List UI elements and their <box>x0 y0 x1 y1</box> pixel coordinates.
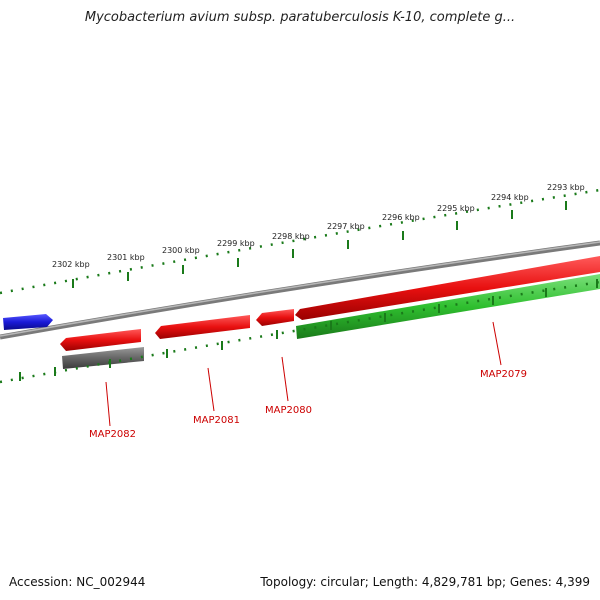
ruler-label: 2302 kbp <box>52 260 90 269</box>
ruler-label: 2300 kbp <box>162 246 200 255</box>
ruler-labels: 2293 kbp 2294 kbp 2295 kbp 2296 kbp 2297 kbp… <box>52 183 585 269</box>
leader-map2080 <box>281 356 289 402</box>
gene-label-map2079[interactable]: MAP2079 <box>480 369 527 380</box>
leader-map2082 <box>105 381 111 427</box>
gene-label-map2081[interactable]: MAP2081 <box>193 415 240 426</box>
topology-summary: Topology: circular; Length: 4,829,781 bp… <box>260 575 590 589</box>
leader-map2081 <box>207 367 215 412</box>
ruler-label: 2293 kbp <box>547 183 585 192</box>
ruler-label: 2301 kbp <box>107 253 145 262</box>
outer-ruler-ticks <box>72 201 567 288</box>
accession-label: Accession: NC_002944 <box>9 575 146 589</box>
gene-gray-bar[interactable] <box>62 347 144 369</box>
gene-map2082-arrow[interactable] <box>60 329 141 351</box>
gene-map2079-reverse-arrow[interactable] <box>296 274 600 339</box>
map-title: Mycobacterium avium subsp. paratuberculo… <box>84 10 516 25</box>
gene-map2080-arrow[interactable] <box>256 309 294 326</box>
ruler-label: 2294 kbp <box>491 193 529 202</box>
gene-map2081-arrow[interactable] <box>155 315 250 339</box>
ruler-label: 2295 kbp <box>437 204 475 213</box>
gene-map2079-forward-arrow[interactable] <box>295 256 600 320</box>
ruler-label: 2296 kbp <box>382 213 420 222</box>
gene-label-map2080[interactable]: MAP2080 <box>265 405 312 416</box>
ruler-label: 2297 kbp <box>327 222 365 231</box>
inner-ruler-ticks <box>19 279 598 381</box>
genome-backbone <box>0 240 600 340</box>
gene-label-map2082[interactable]: MAP2082 <box>89 429 136 440</box>
gene-blue-arrow[interactable] <box>3 314 53 330</box>
ruler-label: 2299 kbp <box>217 239 255 248</box>
leader-map2079 <box>492 321 502 366</box>
ruler-label: 2298 kbp <box>272 232 310 241</box>
